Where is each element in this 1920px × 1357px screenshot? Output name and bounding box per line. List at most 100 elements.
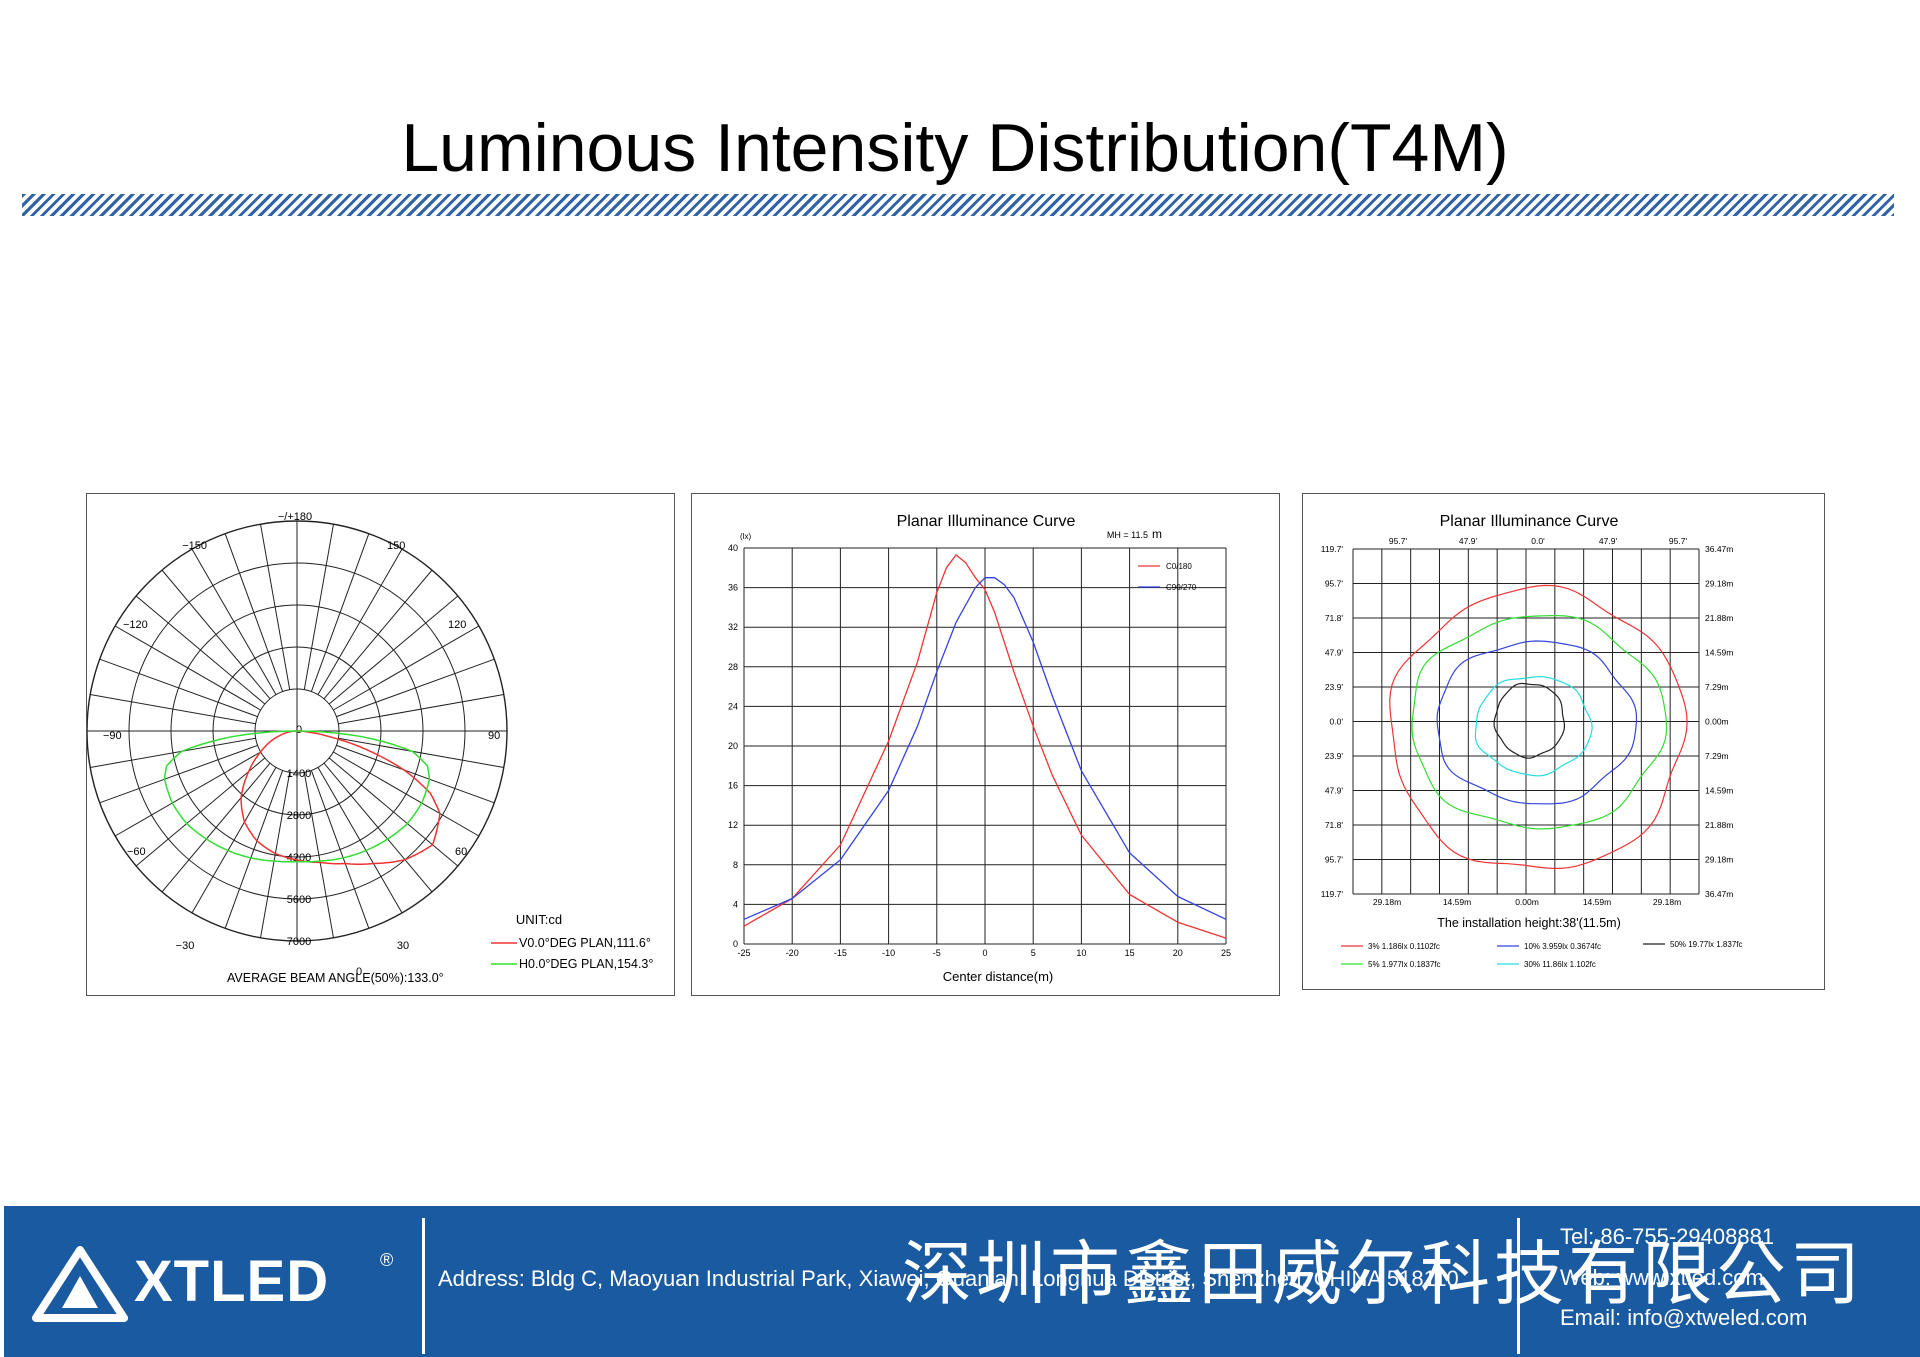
curve-mh-unit: m xyxy=(1152,527,1162,541)
iso-right-label: 21.88m xyxy=(1705,613,1733,623)
line-chart-svg: -25 -20 -15 -10 -5 0 5 10 15 20 25 0 4 8 12 16 20 24 28 32 3… xyxy=(728,513,1231,984)
polar-angle-label: 30 xyxy=(397,940,409,952)
polar-grid-spoke xyxy=(114,751,261,837)
polar-grid-spoke xyxy=(338,694,504,725)
iso-top-label: 95.7' xyxy=(1389,536,1408,546)
iso-left-label: 0.0' xyxy=(1330,717,1344,727)
polar-grid-spoke xyxy=(161,569,271,700)
curve-legend-label-1: C90/270 xyxy=(1166,583,1197,592)
curve-x-tick: 10 xyxy=(1076,948,1086,958)
polar-grid-spoke xyxy=(191,767,277,914)
iso-legend-label-2: 10% 3.959lx 0.3674fc xyxy=(1524,942,1601,951)
iso-title: Planar Illuminance Curve xyxy=(1440,513,1619,530)
footer-email: Email: info@xtweled.com xyxy=(1560,1305,1808,1330)
polar-angle-label: 90 xyxy=(488,730,500,742)
curve-x-tick: -5 xyxy=(933,948,941,958)
polar-grid-spoke xyxy=(90,737,256,768)
polar-angle-label: −120 xyxy=(123,619,148,631)
curve-x-tick: 20 xyxy=(1173,948,1183,958)
polar-radial-tick: 0 xyxy=(296,724,302,736)
polar-angle-label: −30 xyxy=(176,940,195,952)
polar-angle-label: −90 xyxy=(103,730,122,742)
logo-wordmark: XTLED xyxy=(134,1249,330,1314)
iso-legend-label-3: 30% 11.86lx 1.102fc xyxy=(1524,960,1596,969)
polar-grid-spoke xyxy=(303,524,334,690)
polar-grid-spoke xyxy=(90,694,256,725)
polar-grid-spoke xyxy=(317,548,403,695)
curve-y-tick: 8 xyxy=(733,860,738,870)
iso-legend-label-0: 3% 1.186lx 0.1102fc xyxy=(1368,942,1440,951)
iso-right-label: 7.29m xyxy=(1705,682,1729,692)
isolux-contour-chart: Planar Illuminance Curve 95.7' 47.9' 0.0' 47… xyxy=(1302,493,1825,990)
footer-tel: Tel: 86-755-29408881 xyxy=(1560,1224,1775,1249)
curve-mh-annotation: MH = 11.5 xyxy=(1107,530,1148,540)
polar-grid-spoke xyxy=(328,595,459,705)
polar-intensity-chart: −/+180 −150 150 −120 120 −90 90 −60 60 −30 30 0 0 140… xyxy=(86,493,675,996)
planar-illuminance-curve-chart: -25 -20 -15 -10 -5 0 5 10 15 20 25 0 4 8 12 16 20 24 28 32 3… xyxy=(691,493,1280,996)
curve-x-tick: -10 xyxy=(882,948,895,958)
page-title: Luminous Intensity Distribution(T4M) xyxy=(401,110,1509,186)
registered-mark: ® xyxy=(380,1250,394,1270)
iso-right-label: 29.18m xyxy=(1705,855,1733,865)
polar-grid-spoke xyxy=(323,569,433,700)
polar-grid-spoke xyxy=(260,524,291,690)
polar-series-1-curve xyxy=(163,730,431,863)
polar-unit-label: UNIT:cd xyxy=(516,912,562,927)
polar-grid-spoke xyxy=(260,772,291,938)
legend-label-0: V0.0°DEG PLAN,111.6° xyxy=(519,936,651,950)
polar-beam-angle-note: AVERAGE BEAM ANGLE(50%):133.0° xyxy=(227,971,444,985)
iso-right-label: 21.88m xyxy=(1705,820,1733,830)
polar-grid-spoke xyxy=(114,625,261,711)
footer-divider xyxy=(422,1218,425,1354)
curve-y-tick: 40 xyxy=(728,543,738,553)
polar-grid-spoke xyxy=(328,757,459,867)
iso-contour-0 xyxy=(1389,584,1688,869)
iso-legend-label-4: 50% 19.77lx 1.837fc xyxy=(1670,940,1743,949)
polar-grid-spoke xyxy=(135,595,266,705)
iso-left-label: 95.7' xyxy=(1325,855,1344,865)
iso-right-label: 36.47m xyxy=(1705,544,1733,554)
curve-legend-label-0: C0/180 xyxy=(1166,562,1192,571)
curve-y-tick: 28 xyxy=(728,662,738,672)
polar-grid-spoke xyxy=(135,757,266,867)
iso-right-label: 14.59m xyxy=(1705,786,1733,796)
polar-angle-label: −150 xyxy=(182,540,207,552)
curve-y-tick: 16 xyxy=(728,781,738,791)
polar-grid-spoke xyxy=(161,762,271,893)
iso-left-label: 95.7' xyxy=(1325,579,1344,589)
curve-x-axis-label: Center distance(m) xyxy=(943,969,1054,984)
curve-y-tick: 0 xyxy=(733,939,738,949)
polar-radial-tick: 2800 xyxy=(287,810,311,822)
iso-bottom-label: 14.59m xyxy=(1583,897,1611,907)
iso-left-label: 119.7' xyxy=(1321,889,1344,899)
polar-radial-tick: 7000 xyxy=(287,936,311,948)
polar-grid-spoke xyxy=(333,625,480,711)
xtled-logo-icon xyxy=(32,1246,128,1322)
iso-top-label: 47.9' xyxy=(1599,536,1618,546)
polar-grid-spoke xyxy=(333,751,480,837)
iso-right-label: 0.00m xyxy=(1705,717,1729,727)
polar-radial-tick: 1400 xyxy=(287,768,311,780)
iso-contour-4 xyxy=(1493,682,1566,759)
curve-y-tick: 24 xyxy=(728,701,738,711)
polar-grid-spoke xyxy=(99,744,258,804)
iso-legend-label-1: 5% 1.977lx 0.1837fc xyxy=(1368,960,1441,969)
curve-series-0-line xyxy=(743,554,1227,939)
iso-bottom-label: 0.00m xyxy=(1515,897,1539,907)
polar-angle-label: 150 xyxy=(387,540,405,552)
curve-series-1-line xyxy=(743,577,1227,920)
iso-contour-2 xyxy=(1436,640,1638,805)
polar-grid-spoke xyxy=(303,772,334,938)
polar-angle-label: 60 xyxy=(455,846,467,858)
polar-radial-tick: 5600 xyxy=(287,894,311,906)
iso-contour-3 xyxy=(1474,675,1593,777)
iso-left-label: 23.9' xyxy=(1325,682,1344,692)
polar-grid-spoke xyxy=(310,533,370,692)
curve-y-tick: 20 xyxy=(728,741,738,751)
curve-x-tick: -20 xyxy=(786,948,799,958)
curve-title: Planar Illuminance Curve xyxy=(897,513,1076,530)
polar-grid-spoke xyxy=(310,770,370,929)
curve-y-tick: 36 xyxy=(728,583,738,593)
iso-right-label: 36.47m xyxy=(1705,889,1733,899)
iso-top-label: 47.9' xyxy=(1459,536,1478,546)
